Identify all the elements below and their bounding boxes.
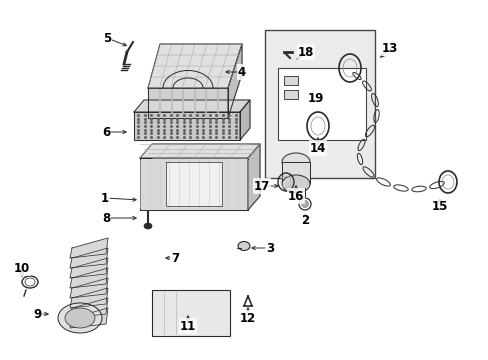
Bar [264, 30, 374, 178]
Text: 8: 8 [102, 211, 110, 225]
Polygon shape [70, 258, 108, 278]
Ellipse shape [65, 308, 95, 328]
Text: 6: 6 [102, 126, 110, 139]
Text: 17: 17 [253, 180, 269, 193]
Bar [152, 290, 229, 336]
Ellipse shape [58, 303, 102, 333]
Polygon shape [165, 162, 222, 206]
Text: 10: 10 [14, 261, 30, 274]
Text: 7: 7 [171, 252, 179, 265]
Polygon shape [70, 288, 108, 308]
Polygon shape [227, 44, 242, 118]
Polygon shape [70, 248, 108, 268]
Text: 2: 2 [300, 213, 308, 226]
Ellipse shape [143, 223, 152, 229]
Text: 18: 18 [297, 45, 314, 58]
Text: 16: 16 [287, 189, 304, 202]
Text: 13: 13 [381, 41, 397, 54]
Polygon shape [140, 144, 260, 158]
Polygon shape [247, 144, 260, 210]
Polygon shape [134, 112, 240, 140]
Polygon shape [70, 278, 108, 298]
Text: 1: 1 [101, 192, 109, 204]
Text: 15: 15 [431, 199, 447, 212]
Text: 3: 3 [265, 242, 273, 255]
Ellipse shape [301, 201, 308, 207]
Bar [284, 76, 297, 85]
Polygon shape [70, 298, 108, 318]
Polygon shape [70, 238, 108, 258]
Text: 9: 9 [34, 307, 42, 320]
Text: 5: 5 [102, 31, 111, 45]
Bar [282, 162, 309, 184]
Polygon shape [140, 158, 247, 210]
Polygon shape [240, 100, 249, 140]
Text: 19: 19 [307, 91, 324, 104]
Polygon shape [148, 44, 242, 88]
Text: 4: 4 [237, 66, 245, 78]
Polygon shape [148, 88, 227, 118]
Text: 11: 11 [180, 320, 196, 333]
Ellipse shape [282, 153, 309, 171]
Polygon shape [134, 100, 249, 112]
Bar [278, 68, 365, 140]
Ellipse shape [238, 242, 249, 251]
Text: 12: 12 [240, 311, 256, 324]
Text: 14: 14 [309, 141, 325, 154]
Polygon shape [70, 308, 108, 328]
Ellipse shape [282, 175, 309, 193]
Polygon shape [70, 268, 108, 288]
Bar [284, 90, 297, 99]
